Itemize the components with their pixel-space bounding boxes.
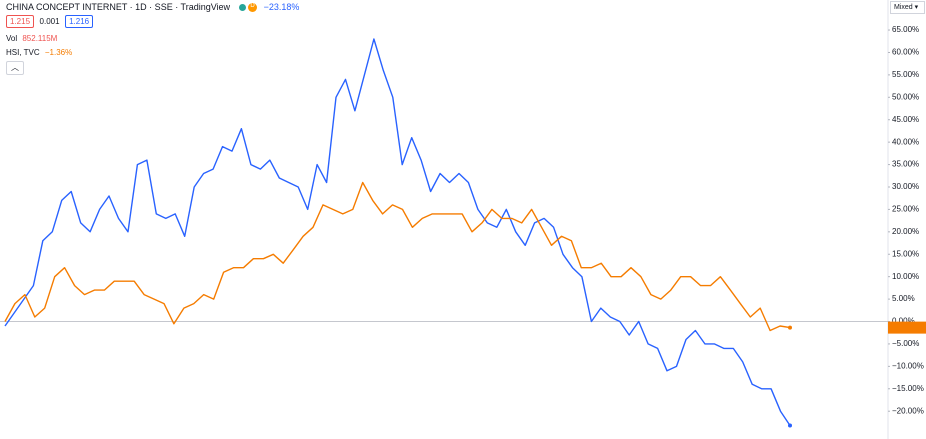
scale-mode[interactable]: Mixed ▾ [890, 1, 925, 14]
y-tick-label: 25.00% [892, 205, 919, 214]
y-tick-label: 15.00% [892, 249, 919, 258]
y-tick-label: 50.00% [892, 92, 919, 101]
y-tick-label: 10.00% [892, 272, 919, 281]
vol-value: 852.115M [22, 34, 58, 43]
compare-change: −1.36% [44, 48, 73, 57]
ohlc-row: 1.215 0.001 1.216 [6, 15, 94, 28]
y-tick-label: 65.00% [892, 25, 919, 34]
y-tick-label: 5.00% [892, 294, 915, 303]
last-point [788, 325, 792, 330]
y-tick-label: 60.00% [892, 48, 919, 57]
ohlc-value: 1.215 [6, 15, 35, 28]
price-tag [888, 321, 926, 334]
y-tick-label: 20.00% [892, 227, 919, 236]
ohlc-value: 0.001 [39, 17, 60, 26]
badge: D [248, 3, 258, 13]
y-tick-label: 40.00% [892, 137, 919, 146]
y-tick-label: 55.00% [892, 70, 919, 79]
scale-mode-label: Mixed [894, 4, 913, 11]
y-tick-label: 35.00% [892, 160, 919, 169]
y-tick-label: 30.00% [892, 182, 919, 191]
series-line [4, 38, 791, 426]
y-tick-label: −10.00% [892, 361, 924, 370]
y-tick-label: −15.00% [892, 384, 924, 393]
vol-label: Vol [6, 34, 18, 43]
y-tick-label: 0.00% [892, 317, 915, 326]
collapse-button[interactable]: ︿ [6, 61, 24, 75]
last-point [788, 423, 792, 428]
y-tick-label: −20.00% [892, 406, 924, 415]
vol-row: Vol 852.115M [6, 34, 57, 43]
series-line [4, 181, 791, 332]
legend-symbol: CHINA CONCEPT INTERNET · 1D · SSE · Trad… [6, 2, 300, 13]
compare-label: HSI, TVC [6, 48, 40, 57]
status-dot [238, 4, 246, 12]
compare-row: HSI, TVC −1.36% [6, 48, 72, 57]
ohlc-value: 1.216 [65, 15, 94, 28]
y-tick-label: 45.00% [892, 115, 919, 124]
y-tick-label: −5.00% [892, 339, 919, 348]
symbol-line: CHINA CONCEPT INTERNET · 1D · SSE · Trad… [6, 2, 231, 12]
change: −23.18% [263, 2, 300, 12]
